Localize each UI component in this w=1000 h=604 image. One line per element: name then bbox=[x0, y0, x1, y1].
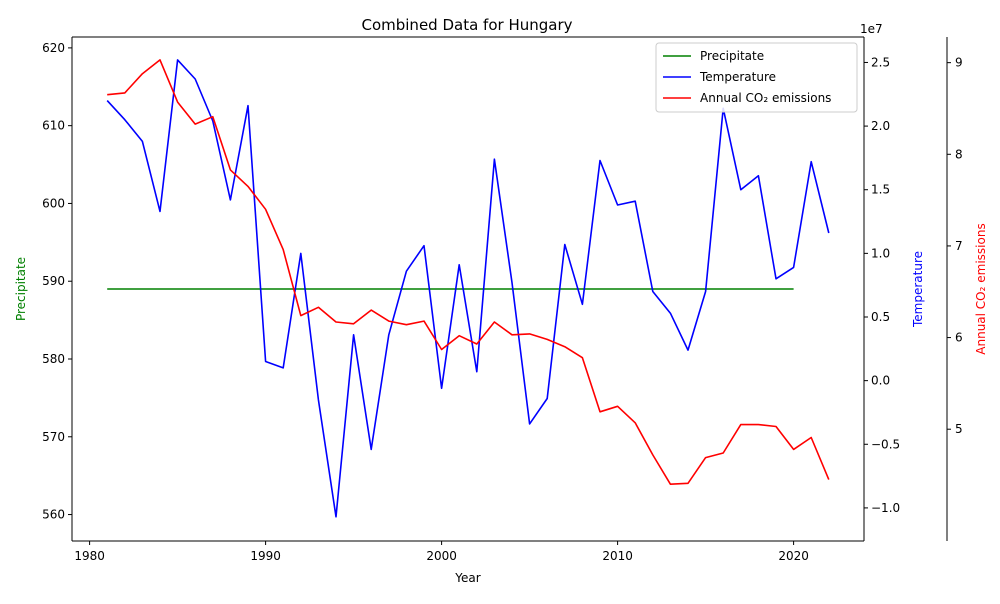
legend-entry-label: Annual CO₂ emissions bbox=[700, 91, 831, 105]
legend: Precipitate Temperature Annual CO₂ emissio… bbox=[655, 42, 858, 113]
right-tick-label: 6 bbox=[955, 331, 963, 345]
left-tick-label: 570 bbox=[42, 430, 65, 444]
middle-tick-label: 1.0 bbox=[871, 246, 890, 260]
legend-frame bbox=[655, 42, 858, 113]
x-tick-label: 2000 bbox=[426, 549, 457, 563]
middle-tick-label: −1.0 bbox=[871, 501, 900, 515]
middle-tick-label: 1.5 bbox=[871, 183, 890, 197]
middle-axis-label: Temperature bbox=[911, 251, 925, 328]
left-tick-label: 600 bbox=[42, 196, 65, 210]
middle-tick-label: 2.5 bbox=[871, 55, 890, 69]
left-axis-label: Precipitate bbox=[14, 257, 28, 321]
right-tick-label: 8 bbox=[955, 147, 963, 161]
middle-axis-offset: 1e7 bbox=[860, 22, 883, 36]
legend-entry-label: Precipitate bbox=[700, 49, 764, 63]
legend-entry-label: Temperature bbox=[699, 70, 776, 84]
chart-title: Combined Data for Hungary bbox=[361, 16, 572, 34]
middle-tick-label: 2.0 bbox=[871, 119, 890, 133]
left-tick-label: 580 bbox=[42, 352, 65, 366]
x-tick-label: 1980 bbox=[74, 549, 105, 563]
middle-tick-label: −0.5 bbox=[871, 437, 900, 451]
x-tick-label: 1990 bbox=[250, 549, 281, 563]
x-axis-label: Year bbox=[454, 571, 480, 585]
right-axis-label: Annual CO₂ emissions bbox=[974, 223, 988, 354]
x-tick-label: 2010 bbox=[602, 549, 633, 563]
left-tick-label: 610 bbox=[42, 119, 65, 133]
left-tick-label: 620 bbox=[42, 41, 65, 55]
x-tick-label: 2020 bbox=[778, 549, 809, 563]
right-tick-label: 9 bbox=[955, 56, 963, 70]
middle-tick-label: 0.0 bbox=[871, 374, 890, 388]
right-tick-label: 7 bbox=[955, 239, 963, 253]
plot-area: 1980 1990 2000 2010 2020 Year 560 570 580 590 600 6… bbox=[14, 22, 988, 585]
middle-tick-label: 0.5 bbox=[871, 310, 890, 324]
series-line-2 bbox=[107, 59, 830, 486]
right-tick-label: 5 bbox=[955, 422, 963, 436]
series-line-1 bbox=[106, 59, 830, 518]
left-tick-label: 560 bbox=[42, 508, 65, 522]
left-tick-label: 590 bbox=[42, 274, 65, 288]
